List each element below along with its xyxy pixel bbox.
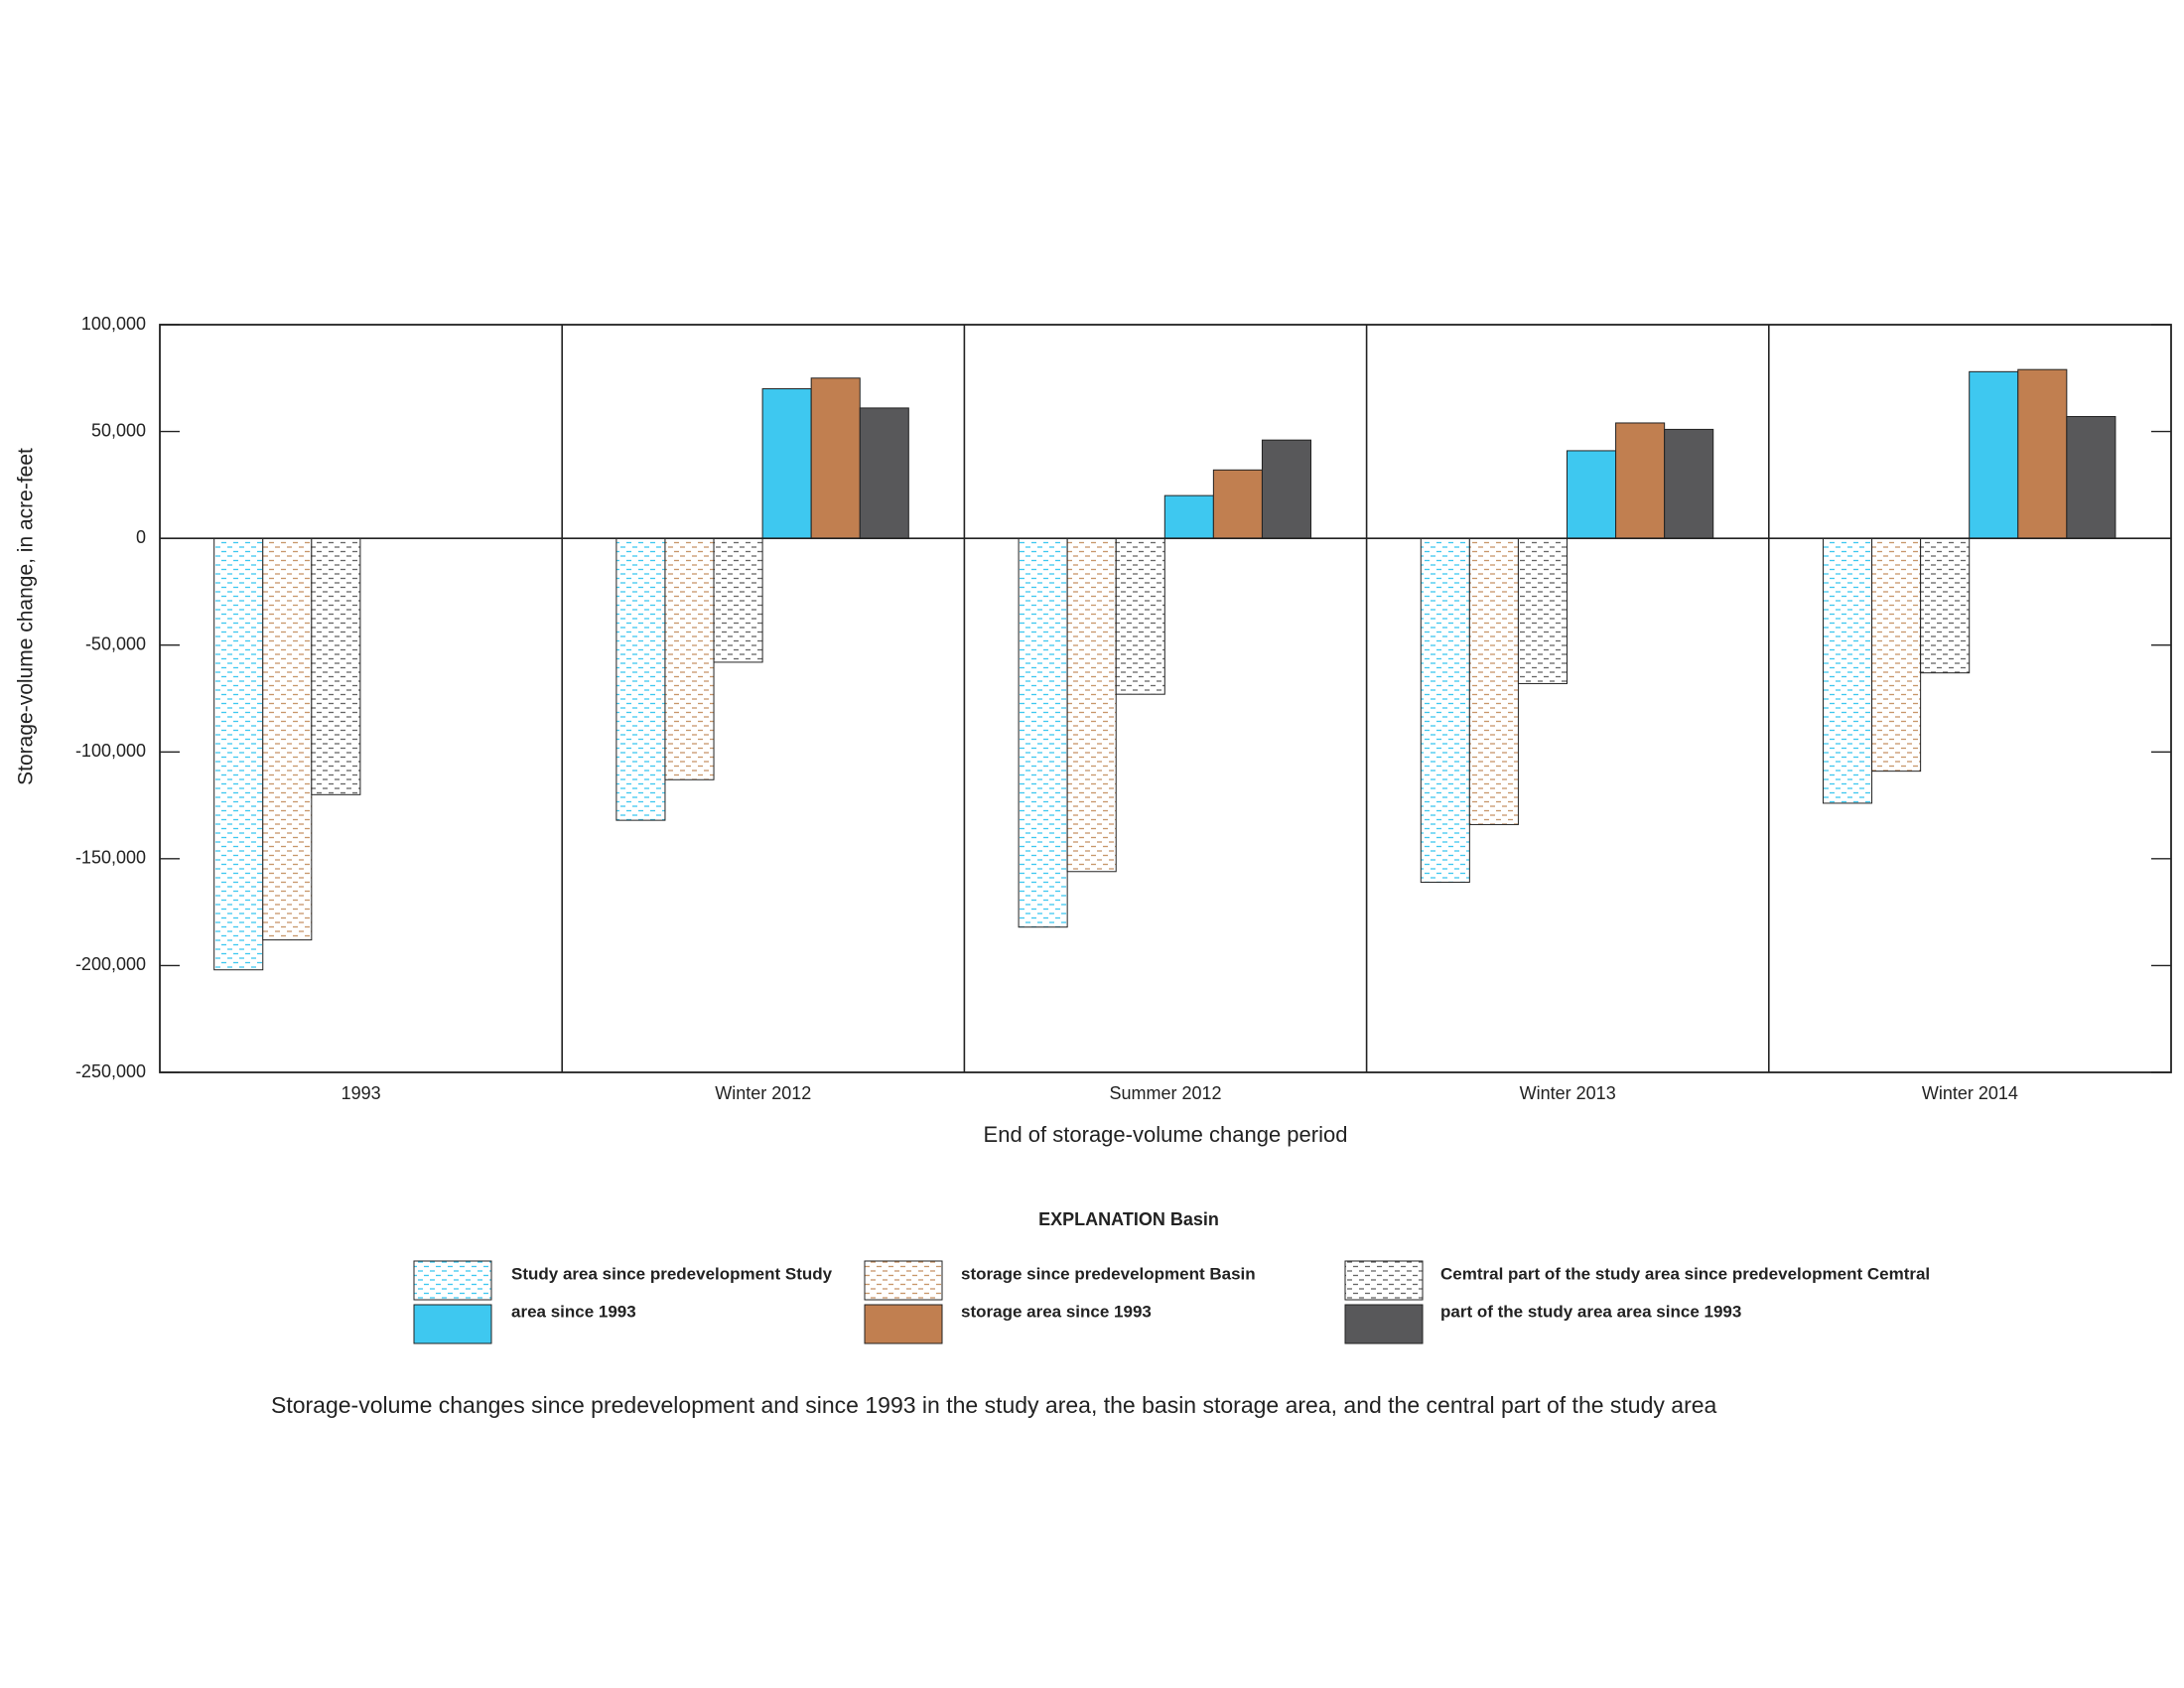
bar bbox=[1615, 422, 1666, 539]
legend-label: storage since predevelopment Basin bbox=[961, 1264, 1256, 1283]
bar bbox=[859, 407, 909, 539]
bar bbox=[2066, 416, 2116, 539]
bar bbox=[1664, 428, 1714, 539]
bar bbox=[1261, 439, 1312, 539]
y-tick-label: 50,000 bbox=[91, 420, 146, 440]
y-tick-label: -100,000 bbox=[75, 741, 146, 761]
bar bbox=[1566, 450, 1617, 539]
bar bbox=[1163, 494, 1214, 539]
bar bbox=[262, 537, 313, 941]
bar bbox=[2017, 368, 2068, 539]
bar bbox=[1517, 537, 1568, 684]
x-tick-label: 1993 bbox=[341, 1083, 381, 1103]
bar bbox=[1871, 537, 1922, 773]
legend-label: storage area since 1993 bbox=[961, 1302, 1152, 1321]
bar bbox=[1468, 537, 1519, 825]
bar bbox=[1066, 537, 1117, 873]
bar bbox=[1420, 537, 1470, 884]
bar bbox=[761, 388, 812, 539]
legend-label: part of the study area area since 1993 bbox=[1440, 1302, 1741, 1321]
legend-title: EXPLANATION Basin bbox=[1038, 1209, 1219, 1229]
legend-label: Study area since predevelopment Study bbox=[511, 1264, 833, 1283]
legend-label: area since 1993 bbox=[511, 1302, 636, 1321]
bar bbox=[311, 537, 361, 795]
legend-swatch bbox=[864, 1304, 943, 1344]
bar bbox=[1969, 370, 2019, 539]
legend-swatch bbox=[1344, 1260, 1424, 1301]
bar bbox=[810, 377, 861, 539]
legend-swatch bbox=[413, 1260, 492, 1301]
y-axis-label: Storage-volume change, in acre-feet bbox=[15, 448, 38, 785]
bar bbox=[664, 537, 715, 780]
x-tick-label: Winter 2012 bbox=[715, 1083, 811, 1103]
legend-swatch bbox=[864, 1260, 943, 1301]
y-tick-label: -250,000 bbox=[75, 1061, 146, 1081]
legend-swatch bbox=[1344, 1304, 1424, 1344]
y-tick-label: -200,000 bbox=[75, 954, 146, 974]
x-axis-label: End of storage-volume change period bbox=[984, 1122, 1348, 1147]
legend-swatch bbox=[413, 1304, 492, 1344]
caption: Storage-volume changes since predevelopm… bbox=[271, 1392, 1717, 1418]
bar bbox=[1822, 537, 1873, 804]
bar bbox=[1115, 537, 1165, 695]
y-tick-label: 0 bbox=[136, 527, 146, 547]
bar bbox=[1018, 537, 1068, 928]
plot-frame bbox=[159, 324, 2172, 1073]
x-tick-label: Winter 2014 bbox=[1922, 1083, 2018, 1103]
bar bbox=[713, 537, 763, 663]
x-tick-label: Summer 2012 bbox=[1109, 1083, 1221, 1103]
bar bbox=[1212, 469, 1263, 539]
y-tick-label: -50,000 bbox=[85, 633, 146, 653]
bar bbox=[213, 537, 264, 971]
y-tick-label: -150,000 bbox=[75, 848, 146, 868]
x-tick-label: Winter 2013 bbox=[1520, 1083, 1616, 1103]
bar bbox=[1920, 537, 1971, 674]
legend-label: Cemtral part of the study area since pre… bbox=[1440, 1264, 1930, 1283]
bar bbox=[615, 537, 666, 821]
y-tick-label: 100,000 bbox=[81, 314, 146, 334]
